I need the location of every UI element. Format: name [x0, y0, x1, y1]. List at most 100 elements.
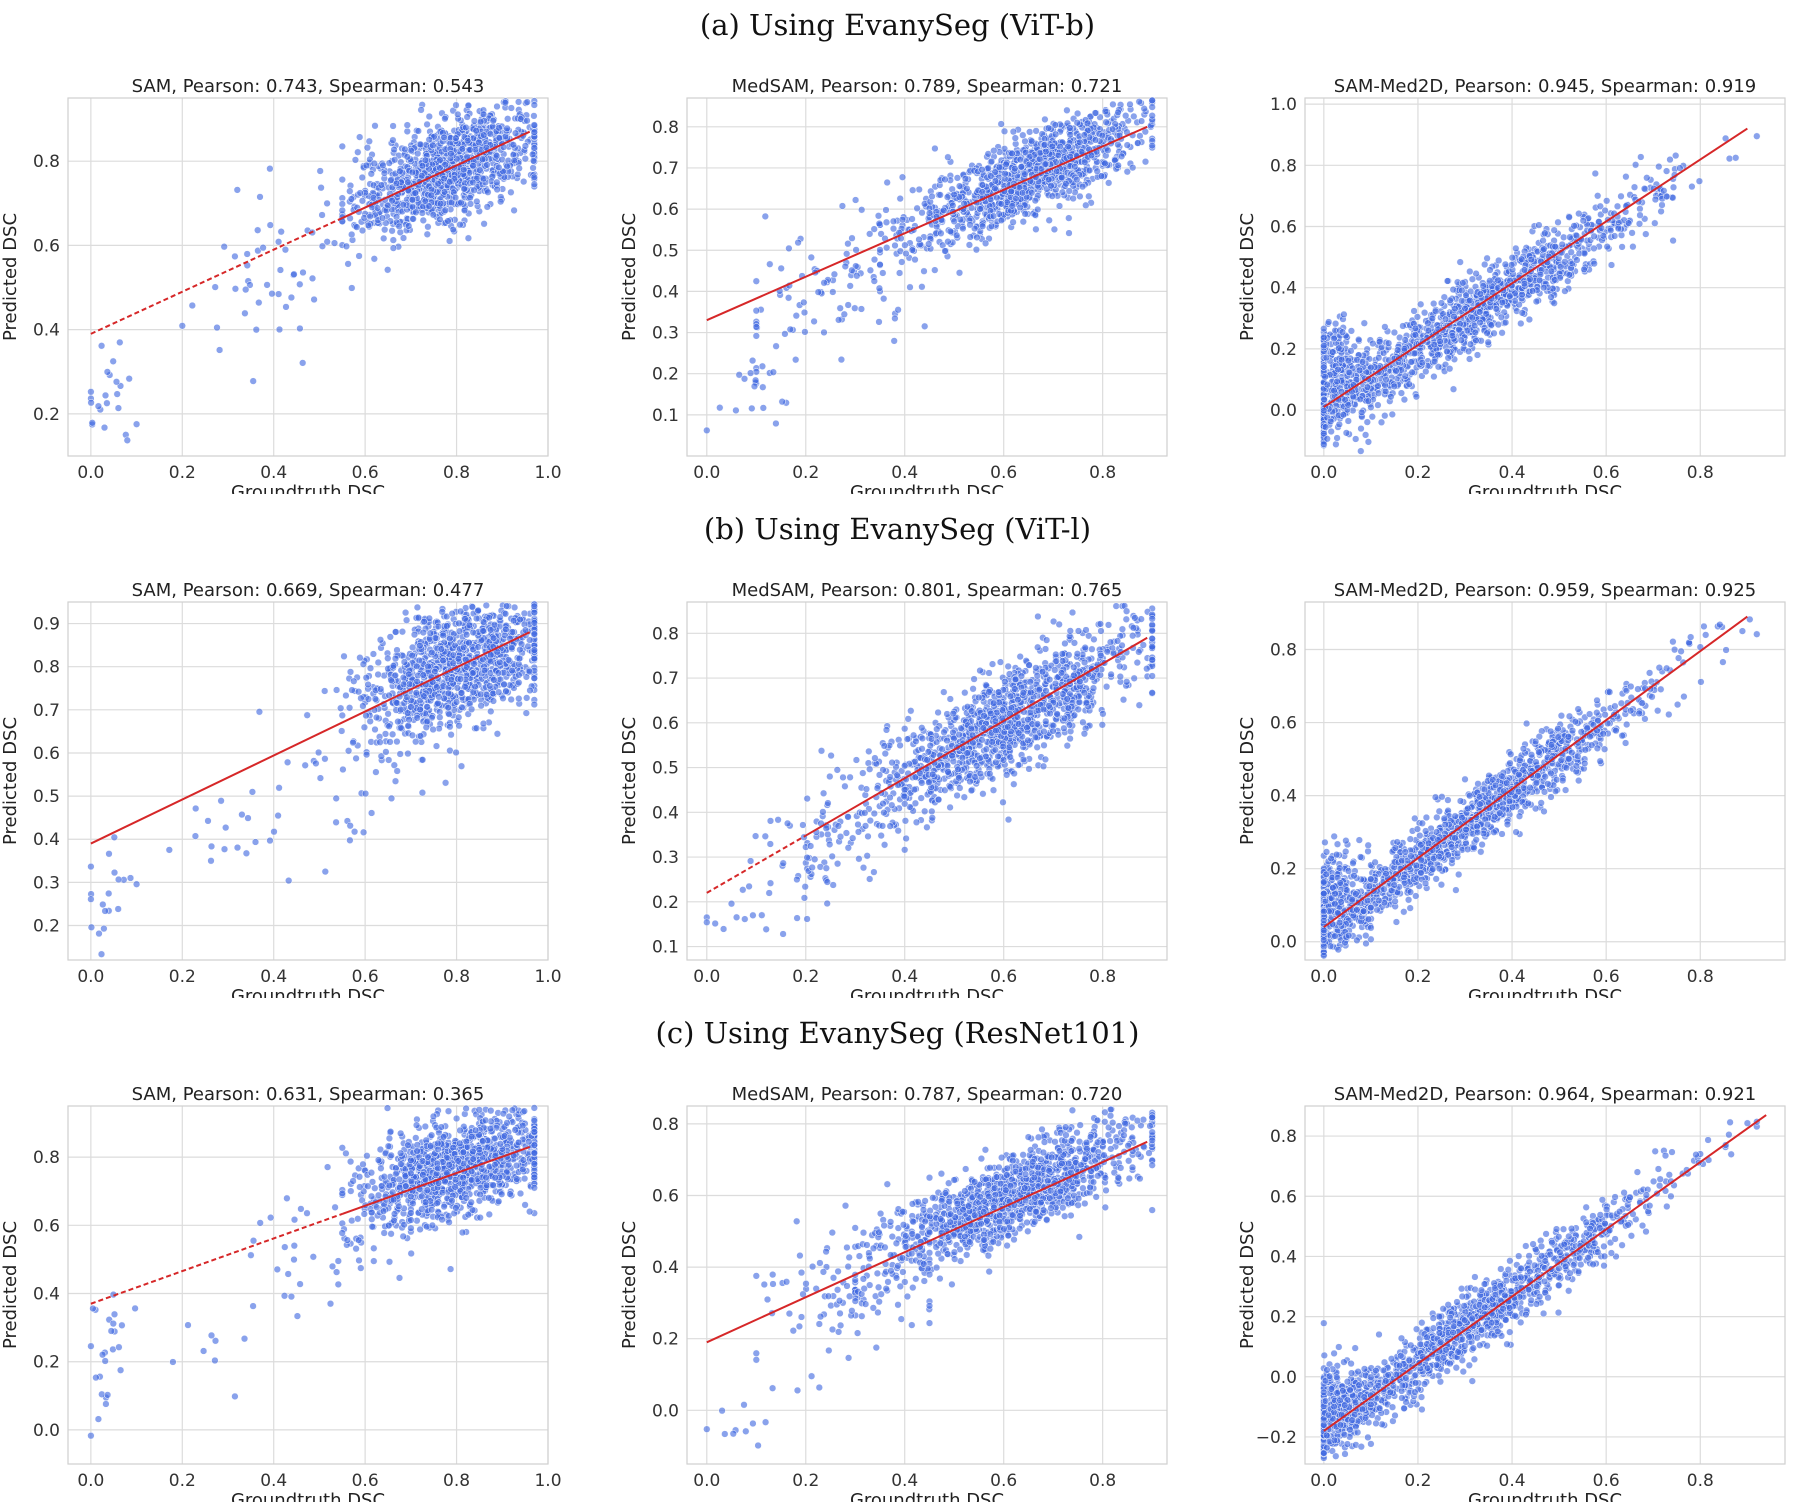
data-point	[1476, 309, 1483, 316]
data-point	[392, 629, 399, 636]
data-point	[464, 137, 471, 144]
data-point	[876, 220, 883, 227]
data-point	[524, 99, 531, 106]
data-point	[486, 614, 493, 621]
data-point	[1149, 104, 1156, 111]
data-point	[1495, 321, 1502, 328]
data-point	[1065, 143, 1072, 150]
data-point	[1562, 288, 1569, 295]
data-point	[1663, 193, 1670, 200]
data-point	[1346, 369, 1353, 376]
data-point	[884, 179, 891, 186]
data-point	[1485, 339, 1492, 346]
data-point	[496, 135, 503, 142]
data-point	[956, 183, 963, 190]
data-point	[929, 193, 936, 200]
data-point	[1487, 267, 1494, 274]
data-point	[385, 710, 392, 717]
x-tick-label: 0.4	[1499, 463, 1526, 483]
data-point	[396, 223, 403, 230]
chart-title: MedSAM, Pearson: 0.789, Spearman: 0.721	[732, 76, 1123, 97]
data-point	[480, 720, 487, 727]
data-point	[829, 289, 836, 296]
data-point	[531, 113, 538, 120]
x-tick-label: 0.6	[352, 463, 379, 483]
data-point	[394, 738, 401, 745]
data-point	[1381, 412, 1388, 419]
data-point	[441, 175, 448, 182]
data-point	[1348, 348, 1355, 355]
data-point	[871, 256, 878, 263]
data-point	[522, 143, 529, 150]
data-point	[452, 194, 459, 201]
data-point	[996, 164, 1003, 171]
data-point	[919, 283, 926, 290]
data-point	[412, 190, 419, 197]
data-point	[876, 319, 883, 326]
data-point	[883, 244, 890, 251]
data-point	[1127, 101, 1134, 108]
data-point	[339, 207, 346, 214]
data-point	[510, 141, 517, 148]
data-point	[1519, 310, 1526, 317]
data-point	[1332, 320, 1339, 327]
data-point	[979, 166, 986, 173]
data-point	[478, 702, 485, 709]
data-point	[531, 619, 538, 626]
data-point	[1130, 113, 1137, 120]
data-point	[898, 259, 905, 266]
data-point	[1456, 326, 1463, 333]
data-point	[1076, 139, 1083, 146]
data-point	[902, 242, 909, 249]
data-point	[1432, 308, 1439, 315]
data-point	[516, 165, 523, 172]
data-point	[1413, 393, 1420, 400]
data-point	[703, 427, 710, 434]
data-point	[502, 99, 509, 106]
y-tick-label: 0.4	[652, 282, 679, 302]
data-point	[1368, 364, 1375, 371]
data-point	[1527, 276, 1534, 283]
data-point	[503, 603, 510, 610]
data-point	[442, 115, 449, 122]
data-point	[497, 198, 504, 205]
data-point	[1559, 241, 1566, 248]
x-axis-label: Groundtruth DSC	[231, 986, 385, 998]
data-point	[1393, 368, 1400, 375]
data-point	[1529, 288, 1536, 295]
x-tick-label: 0.4	[260, 967, 287, 987]
data-point	[945, 154, 952, 161]
data-point	[389, 227, 396, 234]
data-point	[1425, 320, 1432, 327]
data-point	[890, 225, 897, 232]
data-point	[1149, 97, 1156, 104]
data-point	[891, 338, 898, 345]
data-point	[960, 225, 967, 232]
data-point	[424, 121, 431, 128]
data-point	[1375, 383, 1382, 390]
data-point	[1320, 364, 1327, 371]
data-point	[1431, 373, 1438, 380]
data-point	[311, 296, 318, 303]
data-point	[993, 194, 1000, 201]
data-point	[1022, 138, 1029, 145]
data-point	[1320, 342, 1327, 349]
data-point	[1555, 219, 1562, 226]
data-point	[487, 131, 494, 138]
data-point	[429, 142, 436, 149]
data-point	[465, 235, 472, 242]
data-point	[940, 207, 947, 214]
data-point	[456, 628, 463, 635]
data-point	[880, 295, 887, 302]
data-point	[456, 620, 463, 627]
data-point	[1459, 280, 1466, 287]
data-point	[486, 683, 493, 690]
data-point	[469, 179, 476, 186]
data-point	[1056, 203, 1063, 210]
data-point	[1122, 112, 1129, 119]
data-point	[942, 248, 949, 255]
y-tick-label: 0.9	[33, 615, 60, 635]
data-point	[1102, 108, 1109, 115]
data-point	[1484, 255, 1491, 262]
